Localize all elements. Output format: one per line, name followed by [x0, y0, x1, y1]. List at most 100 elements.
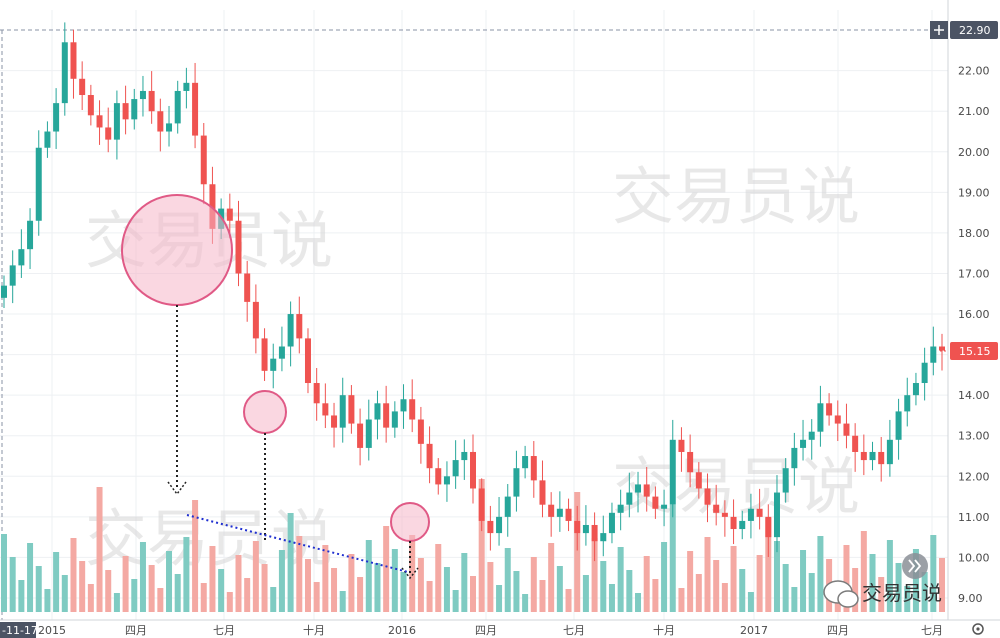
candle-body [383, 403, 390, 428]
y-tick-label: 16.00 [958, 308, 990, 321]
volume-bar [739, 569, 746, 612]
annotation-overlays: 交易员说 [121, 194, 942, 608]
candle-body [313, 383, 320, 404]
volume-bar [782, 564, 789, 612]
candle-body [600, 533, 607, 542]
candle-body [643, 484, 650, 497]
volume-bar [252, 541, 259, 612]
candle-body [635, 484, 642, 493]
volume-bar [522, 594, 529, 612]
y-tick-label: 9.00 [958, 592, 983, 605]
x-tick-label: 四月 [475, 624, 497, 637]
time-axis: -11-17 2015 四月 七月 十月 2016 四月 七月 十月 2017 四月 七月 [0, 619, 1000, 638]
volume-bar [27, 543, 34, 612]
volume-bar [791, 587, 798, 612]
candle-body [365, 419, 372, 448]
volume-bar [582, 575, 589, 612]
candle-body [200, 135, 207, 185]
candle-body [461, 451, 468, 461]
volume-bar [244, 578, 251, 612]
candle-body [113, 103, 120, 140]
top-marker-value: 22.90 [959, 24, 991, 37]
candle-body [339, 395, 346, 428]
volume-bar [270, 587, 277, 612]
wechat-icon-small [837, 590, 859, 608]
volume-bar [322, 545, 329, 612]
plus-icon-glyph [934, 25, 944, 35]
volume-bar [591, 538, 598, 612]
candle-body [139, 90, 146, 100]
candle-body [452, 460, 459, 477]
candle-body [504, 496, 511, 517]
volume-bar [617, 547, 624, 612]
last-price-badge [950, 342, 998, 360]
candle-body [548, 504, 555, 517]
y-tick-label: 14.00 [958, 389, 990, 402]
candle-body [843, 423, 850, 436]
volume-bar [869, 554, 876, 612]
volume-bar [357, 577, 364, 612]
volume-bar [200, 583, 207, 612]
volume-bar [61, 575, 68, 612]
highlight-circle-medium [243, 390, 287, 434]
volume-bar [18, 580, 25, 612]
candle-body [591, 524, 598, 542]
candle-body [878, 451, 885, 465]
volume-bar [860, 531, 867, 612]
time-axis-bg [0, 620, 1000, 638]
candle-body [522, 456, 529, 469]
volume-bar [226, 592, 233, 612]
candle-body [331, 415, 338, 428]
volume-bar [817, 536, 824, 612]
candle-body [96, 115, 103, 128]
candle-body [496, 516, 503, 534]
candle-body [470, 451, 476, 489]
volume-bar [461, 553, 468, 612]
volume-bar [383, 526, 390, 612]
candle-body [574, 520, 581, 534]
volume-bar [556, 566, 563, 612]
volume-bar [113, 593, 120, 612]
candle-body [122, 103, 129, 120]
candle-body [35, 147, 42, 221]
candle-body [817, 403, 824, 432]
candle-body [9, 265, 16, 286]
volume-bar [487, 562, 494, 612]
candle-body [695, 472, 702, 489]
candle-body [61, 42, 68, 104]
x-tick-label: 四月 [125, 624, 147, 637]
candle-body [278, 346, 285, 359]
candle-body [678, 439, 685, 452]
volume-bar [391, 549, 398, 612]
candle-body [166, 123, 173, 132]
volume-bar [678, 588, 685, 612]
volume-bar [287, 513, 294, 612]
y-tick-label: 21.00 [958, 105, 990, 118]
volume-bar [339, 591, 346, 612]
highlight-circle-small [390, 502, 430, 542]
y-tick-label: 13.00 [958, 430, 990, 443]
candle-body [244, 273, 251, 302]
candle-body [87, 95, 94, 116]
y-tick-label: 18.00 [958, 227, 990, 240]
candle-body [131, 99, 138, 120]
candle-body [530, 456, 537, 481]
volume-bar [730, 546, 737, 612]
volume-bar [895, 563, 902, 612]
candle-body [756, 508, 763, 517]
y-tick-label: 10.00 [958, 551, 990, 564]
volume-bar [417, 558, 424, 612]
candle-body [608, 512, 615, 534]
candle-body [417, 419, 424, 444]
x-tick-label: 七月 [213, 624, 235, 637]
candle-body [226, 208, 233, 221]
candle-body [304, 338, 311, 384]
volume-bar [704, 537, 711, 612]
candle-body [18, 249, 25, 266]
volume-bar [912, 549, 919, 612]
candle-body [70, 42, 77, 79]
candle-body [565, 508, 572, 521]
start-date-badge [0, 622, 36, 638]
candle-body [730, 516, 737, 530]
settings-gear-center [976, 627, 980, 631]
